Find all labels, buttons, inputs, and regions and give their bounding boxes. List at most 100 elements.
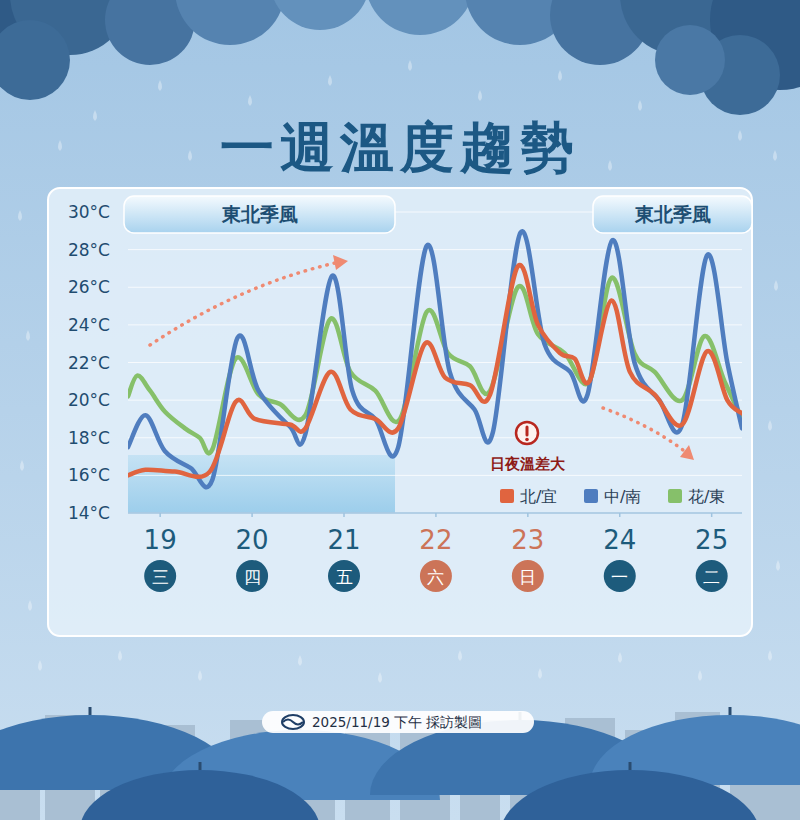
raindrop bbox=[158, 80, 162, 91]
raindrop bbox=[608, 160, 612, 171]
raindrop bbox=[768, 420, 772, 431]
x-tick bbox=[527, 513, 529, 517]
annotation: 東北季風 bbox=[221, 203, 298, 225]
x-tick bbox=[435, 513, 437, 517]
raindrop bbox=[248, 95, 252, 106]
x-tick bbox=[159, 513, 161, 517]
raindrop bbox=[478, 90, 482, 101]
arrow-head bbox=[333, 255, 348, 270]
weekday-badge bbox=[328, 560, 360, 592]
raindrop bbox=[698, 670, 702, 681]
legend-swatch bbox=[500, 489, 514, 503]
x-tick-label: 22 bbox=[419, 525, 452, 555]
note-text: 日夜溫差大 bbox=[490, 455, 566, 473]
raindrop bbox=[776, 560, 780, 571]
banner bbox=[593, 196, 752, 233]
panel bbox=[48, 188, 752, 636]
x-tick bbox=[711, 513, 713, 517]
lines bbox=[128, 231, 742, 487]
legend-label: 中/南 bbox=[604, 487, 641, 506]
raindrop bbox=[18, 210, 22, 221]
warning-icon bbox=[526, 427, 529, 435]
cloud bbox=[0, 20, 70, 100]
raindrop bbox=[58, 140, 62, 151]
cloud bbox=[365, 0, 475, 35]
raindrop bbox=[738, 130, 742, 141]
series-line bbox=[128, 231, 742, 487]
warning-icon bbox=[516, 422, 538, 444]
x-tick bbox=[251, 513, 253, 517]
grid-line bbox=[128, 324, 742, 325]
grid-line bbox=[128, 362, 742, 363]
raindrop bbox=[38, 660, 42, 671]
x-tick-label: 20 bbox=[236, 525, 269, 555]
annotation: 東北季風 bbox=[634, 203, 711, 225]
title: 一週溫度趨勢 bbox=[220, 116, 580, 179]
weekday-label: 六 bbox=[427, 567, 444, 587]
y-tick-label: 14°C bbox=[68, 503, 110, 523]
y-tick-label: 24°C bbox=[68, 315, 110, 335]
x-tick bbox=[619, 513, 621, 517]
raindrop bbox=[378, 672, 382, 683]
raindrop bbox=[538, 668, 542, 679]
arrow-up bbox=[150, 263, 335, 345]
y-tick-label: 26°C bbox=[68, 277, 110, 297]
raindrop bbox=[328, 75, 332, 86]
x-axis: 19三20四21五22六23日24一25二 bbox=[144, 513, 729, 592]
weekday-label: 日 bbox=[519, 567, 536, 587]
raindrops bbox=[18, 60, 780, 683]
raindrop bbox=[458, 650, 462, 661]
legend: 北/宜中/南花/東 bbox=[500, 487, 725, 506]
background bbox=[0, 0, 800, 820]
grid-line bbox=[128, 287, 742, 288]
legend-swatch bbox=[584, 489, 598, 503]
x-tick-label: 24 bbox=[603, 525, 636, 555]
raindrop bbox=[26, 330, 30, 341]
series-line bbox=[128, 265, 742, 477]
chart-root: 一週溫度趨勢14°C16°C18°C20°C22°C24°C26°C28°C30… bbox=[0, 0, 800, 820]
x-axis-line bbox=[128, 512, 742, 514]
raindrop bbox=[558, 70, 562, 81]
grid-line bbox=[128, 475, 742, 476]
weekday-badge bbox=[696, 560, 728, 592]
note: 日夜溫差大 bbox=[490, 422, 566, 473]
weekday-label: 三 bbox=[152, 567, 169, 587]
raindrop bbox=[20, 460, 24, 471]
logo bbox=[282, 715, 304, 729]
legend-label: 北/宜 bbox=[520, 487, 557, 506]
y-axis: 14°C16°C18°C20°C22°C24°C26°C28°C30°C bbox=[68, 202, 742, 523]
raindrop bbox=[198, 670, 202, 681]
footer: 2025/11/19 下午 採訪製圖 bbox=[262, 711, 534, 733]
raindrop bbox=[768, 650, 772, 661]
raindrop bbox=[408, 60, 412, 71]
weekday-badge bbox=[604, 560, 636, 592]
raindrop bbox=[93, 110, 97, 121]
y-tick-label: 18°C bbox=[68, 428, 110, 448]
raindrop bbox=[298, 655, 302, 666]
legend-swatch bbox=[668, 489, 682, 503]
umbrella-tip bbox=[89, 707, 92, 715]
y-tick-label: 22°C bbox=[68, 353, 110, 373]
weekday-badge bbox=[420, 560, 452, 592]
weekday-label: 四 bbox=[244, 567, 261, 587]
umbrellas bbox=[0, 707, 800, 820]
cloud bbox=[270, 0, 370, 30]
x-tick-label: 21 bbox=[327, 525, 360, 555]
raindrop bbox=[118, 650, 122, 661]
raindrop bbox=[188, 150, 192, 161]
raindrop bbox=[773, 150, 777, 161]
umbrella-tip bbox=[629, 762, 632, 770]
weekday-badge bbox=[236, 560, 268, 592]
y-tick-label: 20°C bbox=[68, 390, 110, 410]
x-tick bbox=[343, 513, 345, 517]
umbrella bbox=[500, 770, 760, 820]
x-tick-label: 25 bbox=[695, 525, 728, 555]
banner bbox=[124, 196, 395, 233]
cloud bbox=[655, 25, 725, 95]
x-tick-label: 23 bbox=[511, 525, 544, 555]
grid-line bbox=[128, 249, 742, 250]
umbrella bbox=[80, 770, 320, 820]
raindrop bbox=[638, 100, 642, 111]
raindrop bbox=[28, 600, 32, 611]
weekday-label: 二 bbox=[703, 567, 720, 587]
